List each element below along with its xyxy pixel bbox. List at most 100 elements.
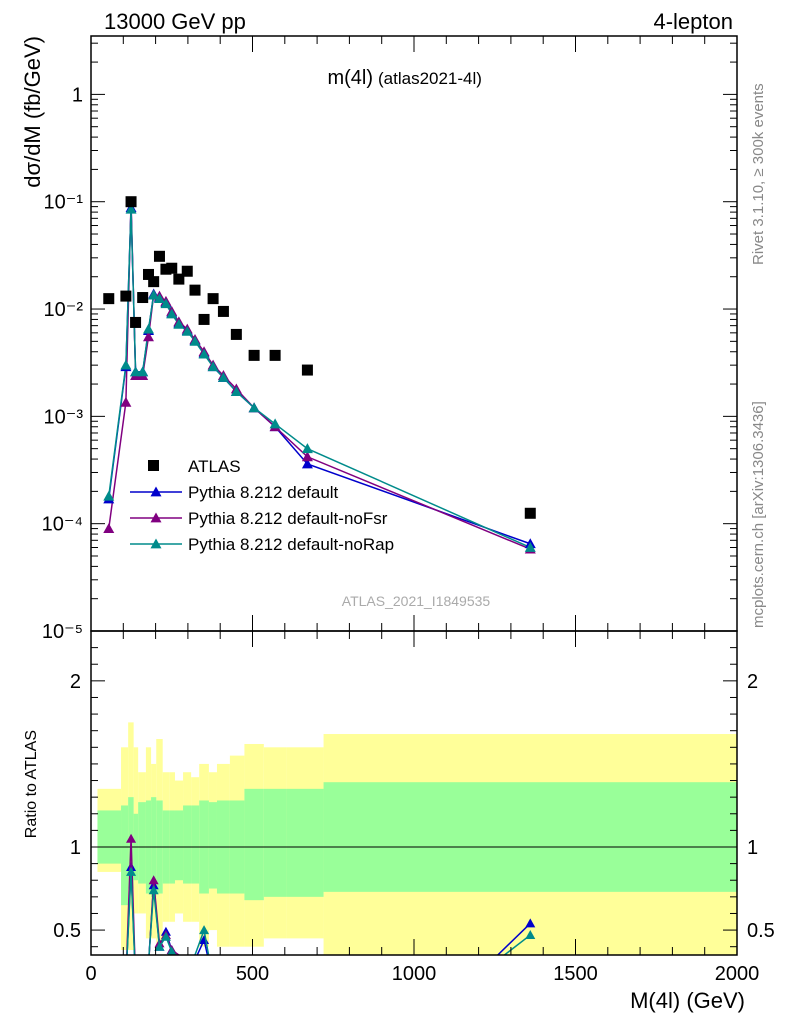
legend-label: Pythia 8.212 default — [188, 483, 339, 502]
series-point — [166, 308, 178, 319]
legend-label: Pythia 8.212 default-noFsr — [188, 509, 388, 528]
main-watermark: ATLAS_2021_I1849535 — [342, 593, 491, 609]
ratio-ticks: 0.5 0.5 1 1 2 2 0 500 1000 1500 2000 — [53, 631, 775, 985]
ratio-band-green — [174, 810, 184, 881]
ratio-y-tick-label: 0.5 — [53, 920, 81, 942]
ratio-series-group — [126, 833, 536, 955]
ratio-point — [199, 925, 210, 935]
ratio-frame — [90, 630, 738, 956]
series-point — [125, 203, 137, 214]
data-point — [160, 263, 172, 275]
data-point — [130, 316, 142, 328]
legend-marker — [150, 486, 162, 497]
ratio-y-tick-label-right: 2 — [747, 671, 758, 693]
ratio-band-green — [121, 805, 129, 906]
series-point — [120, 396, 132, 407]
legend-marker — [148, 460, 159, 471]
data-point — [189, 284, 201, 296]
y-tick-label: 1 — [72, 84, 83, 106]
legend-marker — [150, 538, 162, 549]
ratio-bands — [91, 722, 737, 955]
data-point — [207, 293, 219, 305]
ratio-panel: 0.5 0.5 1 1 2 2 0 500 1000 1500 2000 Ratio to ATLA… — [23, 630, 775, 1013]
x-tick-label: 2000 — [715, 963, 760, 985]
x-tick-label: 500 — [236, 963, 269, 985]
data-point — [269, 349, 281, 361]
series-point — [160, 298, 172, 309]
series-point — [173, 318, 185, 329]
series-point — [198, 348, 210, 359]
data-point — [125, 196, 137, 208]
ratio-point — [148, 885, 159, 895]
series-point — [524, 541, 536, 552]
ratio-band-green — [138, 802, 146, 884]
ratio-point — [525, 930, 536, 940]
legend-label: ATLAS — [188, 457, 241, 476]
y-tick-label: 10⁻³ — [44, 406, 84, 428]
ratio-band-green — [263, 788, 287, 897]
series-point — [269, 418, 281, 429]
series-point — [181, 325, 193, 336]
data-point — [142, 268, 154, 280]
series-point — [301, 458, 313, 469]
legend-label: Pythia 8.212 default-noRap — [188, 535, 394, 554]
data-point — [173, 273, 185, 285]
series-point — [153, 293, 165, 304]
series-point — [207, 361, 219, 372]
ratio-line — [126, 871, 531, 955]
data-point — [181, 265, 193, 277]
ratio-ylabel: Ratio to ATLAS — [23, 730, 40, 838]
y-tick-label: 10⁻¹ — [44, 192, 84, 214]
series-point — [137, 366, 149, 377]
ratio-y-tick-label: 1 — [70, 837, 81, 859]
main-series-group — [103, 196, 536, 554]
y-tick-label: 10⁻² — [44, 299, 84, 321]
data-point — [148, 276, 160, 288]
series-point — [217, 372, 229, 382]
data-point — [103, 293, 115, 305]
ratio-y-tick-label-right: 1 — [747, 837, 758, 859]
header-right: 4-lepton — [653, 9, 733, 34]
x-tick-label: 0 — [85, 963, 96, 985]
ratio-point — [160, 931, 171, 941]
legend-marker — [150, 512, 162, 523]
series-point — [120, 359, 132, 370]
ratio-band-green — [183, 805, 192, 884]
series-point — [301, 451, 313, 462]
series-point — [103, 523, 115, 533]
ratio-band-green — [97, 810, 122, 864]
series-point — [130, 366, 142, 377]
data-point — [248, 349, 260, 361]
y-tick-label: 10⁻⁴ — [42, 514, 83, 536]
legend: ATLAS Pythia 8.212 default Pythia 8.212 de… — [130, 457, 394, 554]
ratio-point — [154, 941, 165, 951]
ratio-point — [126, 866, 137, 876]
data-point — [153, 250, 165, 262]
ratio-point — [126, 861, 137, 871]
ratio-y-tick-label: 2 — [70, 671, 81, 693]
ratio-band-green — [244, 788, 264, 901]
ratio-band-green — [191, 805, 200, 884]
series-point — [148, 289, 160, 300]
x-tick-label: 1000 — [392, 963, 437, 985]
ratio-point — [148, 875, 159, 885]
series-point — [301, 443, 313, 454]
ratio-band-green — [286, 788, 324, 897]
series-point — [142, 323, 154, 334]
main-title: m(4l) — [327, 67, 373, 89]
main-panel: m(4l) (atlas2021-4l) ATLAS_2021_I1849535… — [20, 35, 738, 643]
ratio-band-green — [323, 782, 737, 892]
data-point — [166, 262, 178, 274]
side-mcplots-text: mcplots.cern.ch [arXiv:1306.3436] — [750, 401, 767, 628]
series-point — [230, 386, 242, 397]
main-subtitle: (atlas2021-4l) — [378, 69, 482, 88]
data-point — [230, 328, 242, 340]
data-point — [217, 305, 229, 317]
data-point — [137, 292, 149, 304]
data-point — [301, 364, 313, 376]
header-left: 13000 GeV pp — [104, 9, 246, 34]
series-point — [248, 402, 260, 413]
data-point — [120, 290, 132, 302]
series-point — [103, 490, 115, 501]
